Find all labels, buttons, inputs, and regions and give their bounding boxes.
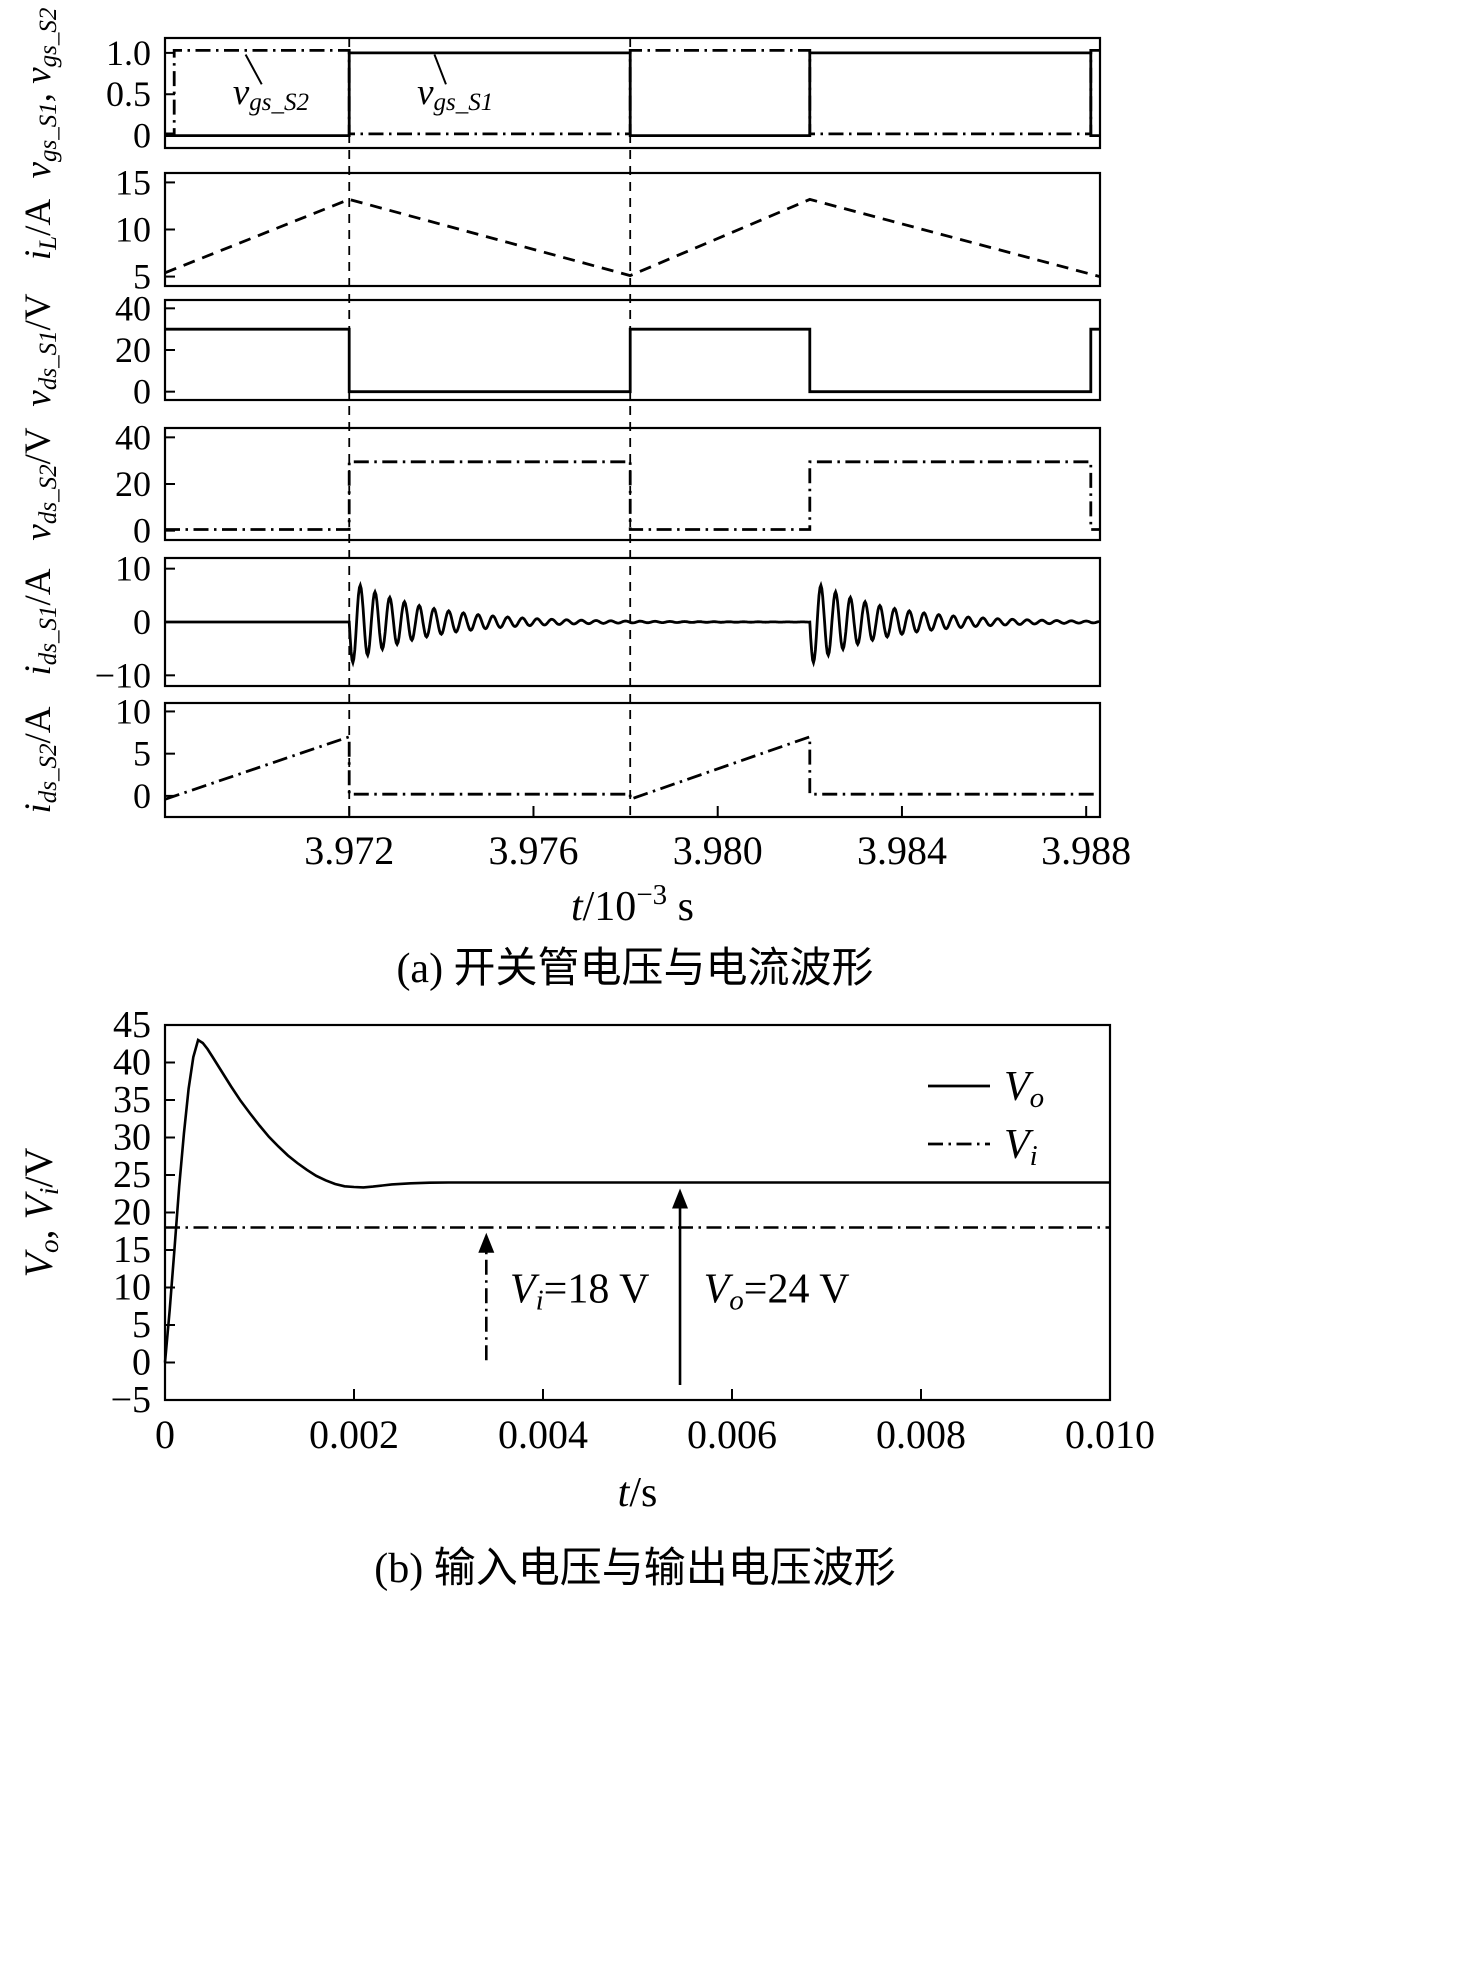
y-axis-label: vds_S2/V [18, 427, 62, 540]
vds-S2-panel: 0 20 40 vds_S2/V [18, 417, 1102, 551]
y-tick-label: 10 [115, 691, 151, 731]
y-tick-label: 1.0 [106, 33, 151, 73]
y-tick-label: 45 [113, 1004, 151, 1046]
y-axis-label: iL/A [18, 199, 62, 260]
y-tick-label: 0 [133, 602, 151, 642]
figure-b-caption: (b) 输入电压与输出电压波形 [374, 1546, 896, 1592]
gate-voltage-panel: 00.51.0 vgs_S2 vgs_S1 vgs_S1, vgs_S2 [18, 8, 1102, 179]
series-v_ds_S2 [165, 460, 1100, 531]
y-tick-label: 15 [113, 1229, 151, 1271]
panel-frame [163, 1023, 1112, 1402]
y-tick-label: 5 [133, 257, 151, 297]
y-tick-label: 10 [113, 1267, 151, 1309]
annotation-Vi-18V: Vi=18 V [478, 1232, 649, 1361]
y-tick-label: 30 [113, 1117, 151, 1159]
y-tick-label: 20 [115, 464, 151, 504]
annotation-label: Vi=18 V [510, 1267, 649, 1317]
series-v_gs_S2 [165, 49, 1100, 136]
y-tick-label: 40 [113, 1042, 151, 1084]
legend-label-V_i: Vi [1004, 1122, 1038, 1172]
y-tick-label: 5 [133, 734, 151, 774]
x-axis: 3.972 3.976 3.980 3.984 3.988 t/10−3 s [304, 828, 1131, 930]
y-tick-label: 5 [132, 1304, 151, 1346]
y-tick-label: 0 [133, 116, 151, 156]
y-axis-label: vgs_S1, vgs_S2 [18, 8, 62, 179]
legend: Vo Vi [928, 1064, 1044, 1172]
panel-frame [163, 171, 1102, 288]
x-tick-label: 0.006 [687, 1412, 777, 1457]
y-axis-label: vds_S1/V [18, 293, 62, 406]
x-tick-label: 3.976 [488, 828, 578, 873]
y-tick-label: 0.5 [106, 74, 151, 114]
x-tick-label: 0.004 [498, 1412, 588, 1457]
y-tick-label: 40 [115, 288, 151, 328]
y-tick-label: 0 [133, 372, 151, 412]
v_gs_S1-label: vgs_S1 [417, 72, 493, 116]
x-tick-label: 0.010 [1065, 1412, 1155, 1457]
x-tick-label: 3.972 [304, 828, 394, 873]
v_gs_S2-label: vgs_S2 [233, 72, 309, 116]
inductor-current-panel: 5 10 15 iL/A [18, 162, 1102, 297]
annotation-arrow-head [672, 1188, 689, 1209]
ids-S1-panel: −10 0 10 ids_S1/A [18, 549, 1102, 695]
y-tick-label: −5 [111, 1379, 151, 1421]
series-i_ds_S1 [165, 580, 1100, 668]
y-axis-label: ids_S2/A [18, 706, 62, 813]
y-axis-label: ids_S1/A [18, 568, 62, 675]
series-i_ds_S2 [164, 734, 1100, 802]
panel-frame [163, 701, 1102, 819]
y-tick-label: 20 [113, 1192, 151, 1234]
y-tick-label: 15 [115, 162, 151, 202]
series-i_L [164, 197, 1101, 278]
figure-a-caption: (a) 开关管电压与电流波形 [396, 946, 874, 992]
y-tick-label: 25 [113, 1154, 151, 1196]
annotation-label: Vo=24 V [704, 1267, 850, 1317]
label-leader-line [244, 54, 263, 85]
legend-label-V_o: Vo [1004, 1064, 1044, 1114]
series-V_o [163, 1037, 1110, 1363]
annotation-Vo-24V: Vo=24 V [672, 1188, 850, 1385]
x-tick-label: 0 [155, 1412, 175, 1457]
annotation-arrow-head [478, 1232, 495, 1253]
y-tick-label: 40 [115, 417, 151, 457]
y-tick-label: 0 [132, 1342, 151, 1384]
y-tick-label: 10 [115, 549, 151, 589]
panel-frame [163, 36, 1102, 150]
y-axis-label: Vo, Vi/V [16, 1147, 64, 1277]
panel-frame [163, 298, 1102, 402]
x-axis-label: t/10−3 s [571, 879, 694, 930]
x-tick-label: 3.980 [673, 828, 763, 873]
y-tick-label: 35 [113, 1079, 151, 1121]
y-tick-label: −10 [95, 655, 151, 695]
y-tick-label: 20 [115, 330, 151, 370]
x-tick-label: 0.002 [309, 1412, 399, 1457]
y-tick-label: 0 [133, 776, 151, 816]
x-tick-label: 3.984 [857, 828, 947, 873]
y-tick-label: 0 [133, 511, 151, 551]
x-axis-label: t/s [618, 1470, 658, 1516]
panel-frame [163, 426, 1102, 542]
series-v_ds_S1 [165, 327, 1100, 394]
label-leader-line [433, 54, 447, 85]
x-tick-label: 3.988 [1041, 828, 1131, 873]
y-tick-label: 10 [115, 210, 151, 250]
x-tick-label: 0.008 [876, 1412, 966, 1457]
